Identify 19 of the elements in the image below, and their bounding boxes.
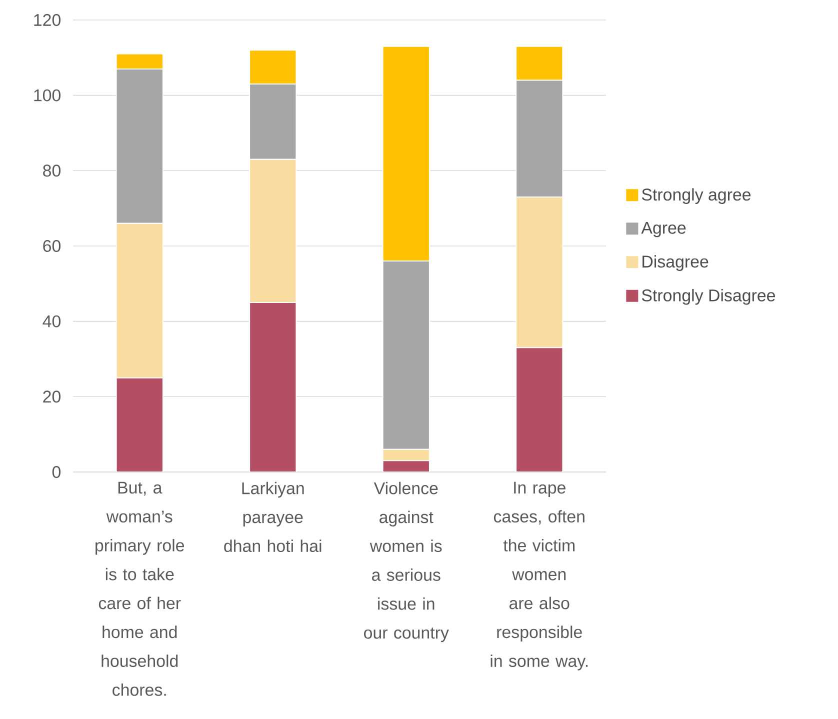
x-tick-label: In rape cases, often the victim women are also responsible in some way. xyxy=(490,482,588,670)
x-tick-label: But, a woman’s primary role is to take care of her home and household chores. xyxy=(96,482,184,696)
bar xyxy=(116,377,164,472)
legend-label: Strongly Disagree xyxy=(642,288,776,305)
legend-label: Disagree xyxy=(642,255,708,271)
y-tick-label: 120 xyxy=(34,14,61,26)
x-tick-label: Violence against women is a serious issue in our country xyxy=(364,482,449,642)
y-tick-label: 40 xyxy=(42,315,61,328)
y-tick-label: 60 xyxy=(43,240,61,252)
y-tick-label: 20 xyxy=(43,390,61,403)
y-tick-label: 0 xyxy=(52,466,61,478)
y-tick-label: 100 xyxy=(34,89,61,102)
bar xyxy=(516,347,564,472)
bar xyxy=(382,460,430,472)
y-tick-label: 80 xyxy=(43,164,61,177)
legend-label: Agree xyxy=(641,222,686,238)
x-tick-label: Larkiyan parayee dhan hoti hai xyxy=(224,482,322,552)
legend-label: Strongly agree xyxy=(642,188,751,204)
bar xyxy=(249,302,297,472)
